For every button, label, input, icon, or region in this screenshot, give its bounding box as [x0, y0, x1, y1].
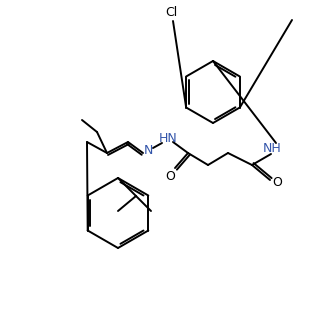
Text: HN: HN	[159, 132, 178, 145]
Text: N: N	[143, 144, 153, 157]
Text: NH: NH	[263, 141, 282, 154]
Text: Cl: Cl	[165, 7, 177, 20]
Text: O: O	[165, 170, 175, 183]
Text: O: O	[272, 176, 282, 189]
